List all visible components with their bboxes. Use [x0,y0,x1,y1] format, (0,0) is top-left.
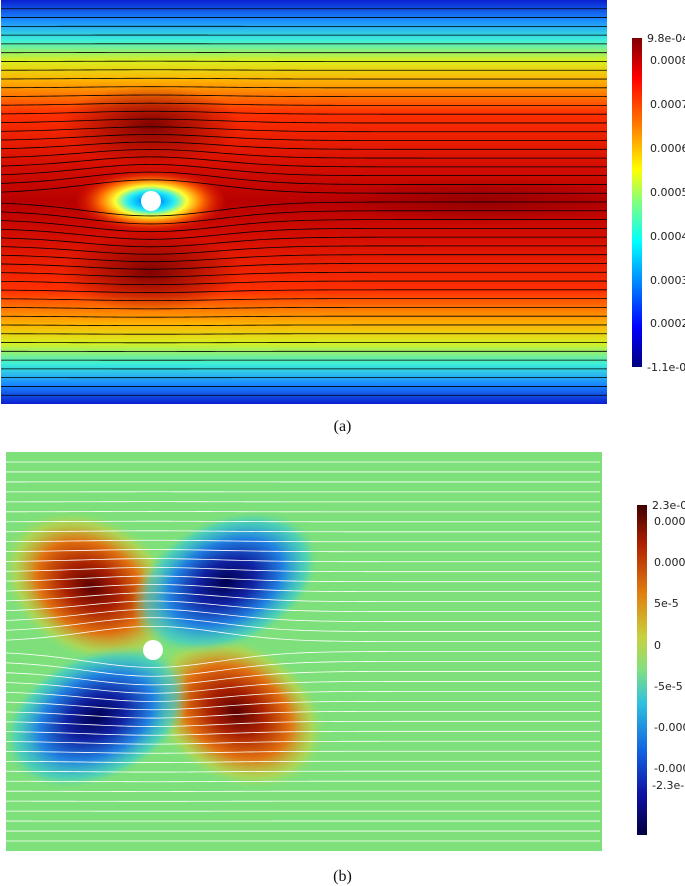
streamline [1,77,607,80]
streamline [1,171,607,185]
streamline [1,271,607,278]
streamline [6,730,600,736]
streamline [6,651,600,668]
streamline [6,720,600,727]
streamline [1,94,607,98]
streamline [6,691,600,702]
streamline [1,201,607,217]
streamline [6,575,600,583]
streamline [1,210,607,225]
streamline [6,600,600,612]
streamline [6,608,600,622]
streamline [1,110,607,115]
colorbar-a-max-label: 9.8e-04 [647,32,685,45]
streamline [1,324,607,327]
streamline [6,592,600,603]
colorbar-a-tick: 0.0002 [650,317,685,330]
streamline [6,671,600,686]
streamline [6,750,600,754]
streamline [1,298,607,302]
colorbar-b-max-label: 2.3e-04 [652,499,685,512]
colorbar-a-tick: 0.0006 [650,142,685,155]
streamline [1,156,607,168]
colorbar-a-tick: 0.0003 [650,274,685,287]
streamline [6,740,600,745]
streamline [1,102,607,106]
streamline [6,617,600,632]
streamline [1,280,607,286]
streamline [6,530,600,533]
vertical-velocity-field [6,452,602,851]
streamline [1,69,607,71]
colorbar-b-tick: 0.0002 [654,515,685,528]
streamline [6,661,600,677]
colorbar-b-tick: 0.0001 [654,556,685,569]
streamline [1,149,607,159]
streamline [6,780,600,783]
streamline [6,770,600,773]
streamline [1,245,607,255]
streamline [6,539,600,543]
caption-b: (b) [333,868,352,885]
colorbar-a-tick: 0.0004 [650,230,685,243]
streamline [1,315,607,318]
colorbar-b-tick: -0.0002 [654,762,685,775]
streamline [1,306,607,310]
colorbar-a-tick: 0.0008 [650,54,685,67]
streamline [1,227,607,240]
colorbar-b-min-label: -2.3e-04 [652,779,685,792]
streamline [1,179,607,194]
streamline [1,86,607,89]
streamline [6,567,600,573]
colorbar-a-tick: 0.0005 [650,186,685,199]
streamline [6,558,600,563]
streamline [1,118,607,124]
colorbar-b [637,505,647,835]
streamline [1,263,607,270]
streamline [1,126,607,133]
velocity-magnitude-field [1,0,607,404]
streamline [6,584,600,593]
streamline [6,760,600,763]
colorbar-b-tick: 0 [654,639,661,652]
colorbar-a-min-label: -1.1e-05 [647,361,685,374]
streamline [1,141,607,150]
streamline [6,549,600,553]
colorbar-b-tick: 5e-5 [654,597,679,610]
colorbar-a-tick: 0.0007 [650,98,685,111]
streamline [1,164,607,177]
streamline [6,681,600,694]
streamline [1,254,607,263]
streamline [1,289,607,293]
colorbar-b-tick: -5e-5 [654,680,683,693]
streamline [1,236,607,248]
streamline [1,219,607,233]
streamline [6,700,600,711]
colorbar-a [632,38,642,367]
streamline [1,134,607,141]
streamline [6,710,600,719]
caption-a: (a) [333,418,352,435]
streamline [6,520,600,523]
streamline [6,625,600,642]
colorbar-b-tick: -0.0001 [654,721,685,734]
